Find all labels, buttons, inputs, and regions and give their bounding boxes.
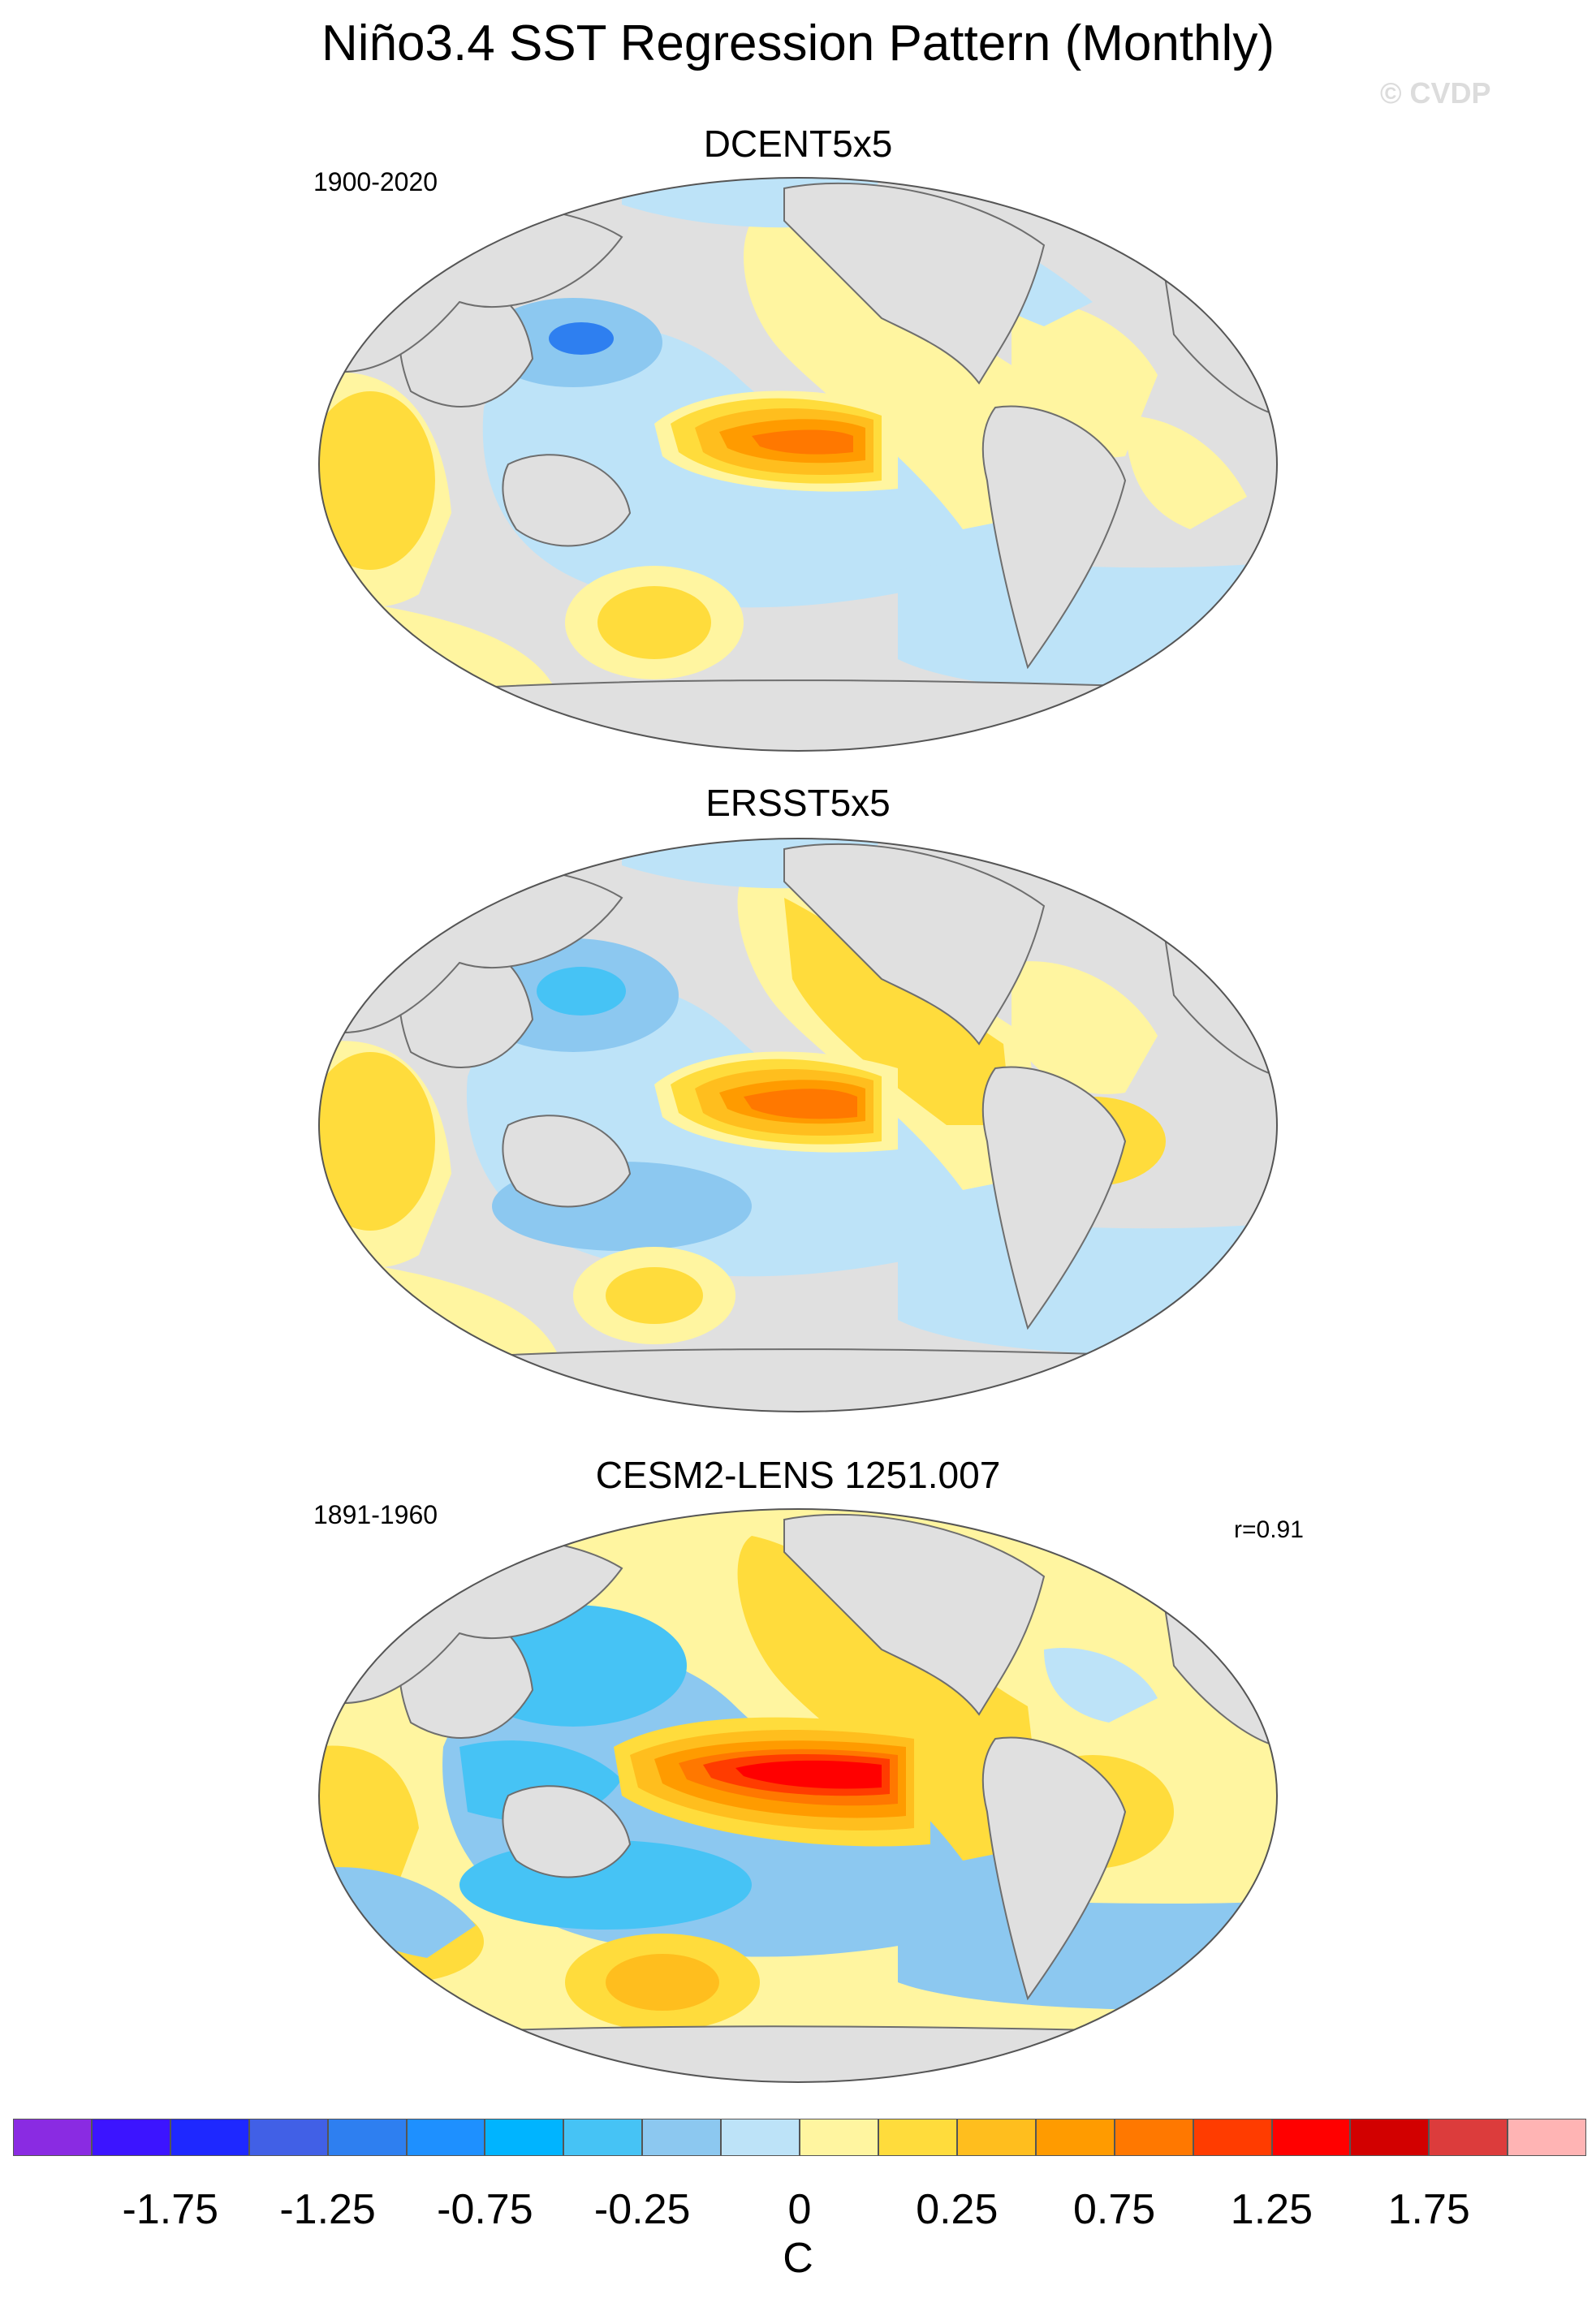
colorbar-tick-label: 0.75 bbox=[1072, 2186, 1156, 2233]
colorbar-box bbox=[406, 2119, 485, 2156]
colorbar-tick-label: 0 bbox=[787, 2186, 812, 2233]
panel-1-map bbox=[318, 177, 1278, 752]
colorbar-box bbox=[1114, 2119, 1193, 2156]
colorbar-box bbox=[170, 2119, 249, 2156]
panel-1-period: 1900-2020 bbox=[313, 167, 438, 196]
colorbar-box bbox=[13, 2119, 92, 2156]
colorbar-tick-label: -0.25 bbox=[593, 2186, 691, 2233]
panel-3-period: 1891-1960 bbox=[313, 1500, 438, 1529]
panel-2-map bbox=[318, 838, 1278, 1412]
colorbar-tick-label: 1.75 bbox=[1387, 2186, 1470, 2233]
colorbar-box bbox=[721, 2119, 800, 2156]
panel-1-title: DCENT5x5 bbox=[703, 123, 893, 165]
colorbar-box bbox=[1350, 2119, 1430, 2156]
panel-3-map bbox=[318, 1508, 1278, 2083]
colorbar-box bbox=[1508, 2119, 1587, 2156]
colorbar-tick-label: -1.25 bbox=[279, 2186, 376, 2233]
colorbar-box bbox=[1429, 2119, 1508, 2156]
colorbar-box bbox=[485, 2119, 564, 2156]
colorbar-box bbox=[642, 2119, 722, 2156]
colorbar-box bbox=[1035, 2119, 1115, 2156]
colorbar-box bbox=[248, 2119, 328, 2156]
watermark: © CVDP bbox=[1380, 76, 1491, 110]
colorbar-box bbox=[91, 2119, 170, 2156]
colorbar bbox=[13, 2119, 1587, 2156]
panel-2-title: ERSST5x5 bbox=[705, 782, 891, 824]
colorbar-tick-label: -0.75 bbox=[437, 2186, 533, 2233]
colorbar-box bbox=[327, 2119, 407, 2156]
colorbar-box bbox=[563, 2119, 643, 2156]
colorbar-box bbox=[1271, 2119, 1351, 2156]
colorbar-tick-label: 1.25 bbox=[1230, 2186, 1313, 2233]
figure-title: Niño3.4 SST Regression Pattern (Monthly) bbox=[321, 15, 1275, 71]
colorbar-box bbox=[1193, 2119, 1272, 2156]
colorbar-box bbox=[878, 2119, 957, 2156]
colorbar-box bbox=[800, 2119, 878, 2156]
panel-3-correlation: r=0.91 bbox=[1234, 1516, 1304, 1543]
colorbar-units: C bbox=[783, 2235, 813, 2282]
panel-3-title: CESM2-LENS 1251.007 bbox=[595, 1454, 1001, 1496]
colorbar-tick-label: 0.25 bbox=[916, 2186, 999, 2233]
colorbar-tick-label: -1.75 bbox=[122, 2186, 219, 2233]
colorbar-box bbox=[956, 2119, 1036, 2156]
